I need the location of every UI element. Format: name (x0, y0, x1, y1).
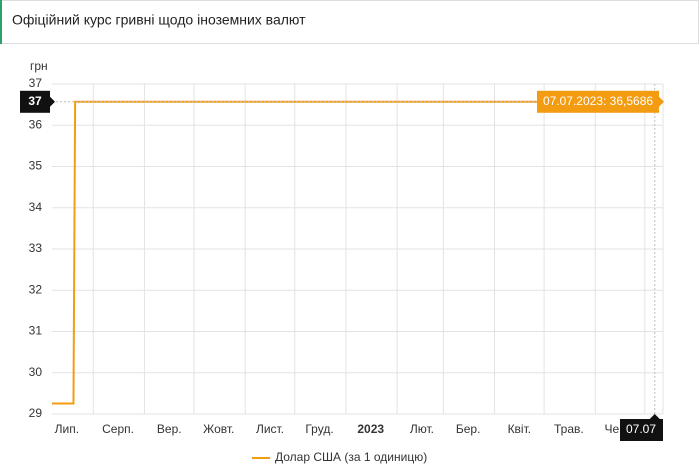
y-tick-label: 36 (29, 117, 43, 131)
legend-label: Долар США (за 1 одиницю) (275, 450, 427, 464)
y-crosshair-label: 37 (28, 94, 42, 108)
header-box (0, 0, 699, 44)
x-tick-label: Жовт. (203, 422, 234, 436)
tooltip-box (537, 90, 659, 113)
x-crosshair-box (620, 419, 663, 441)
x-tick-label: Груд. (305, 422, 333, 436)
x-crosshair-arrow (649, 414, 660, 419)
x-tick-label: Бер. (456, 422, 481, 436)
y-tick-label: 35 (29, 159, 43, 173)
x-tick-label: Лют. (410, 422, 434, 436)
x-tick-label: Вер. (157, 422, 182, 436)
x-tick-label: Трав. (554, 422, 584, 436)
x-tick-label: Серп. (102, 422, 134, 436)
y-crosshair-arrow (50, 96, 55, 107)
y-crosshair-box (20, 90, 50, 113)
chart-title: Офіційний курс гривні щодо іноземних вал… (12, 12, 306, 28)
data-line (52, 100, 655, 405)
y-axis-label: грн (30, 59, 48, 73)
y-tick-label: 34 (29, 200, 43, 214)
y-tick-label: 30 (29, 365, 43, 379)
y-tick-label: 37 (29, 76, 43, 90)
y-tick-label: 29 (29, 406, 43, 420)
tooltip-text: 07.07.2023: 36,5686 (543, 94, 653, 108)
y-tick-label: 32 (29, 282, 43, 296)
x-tick-label: Квіт. (508, 422, 532, 436)
y-tick-label: 33 (29, 241, 43, 255)
y-tick-label: 31 (29, 324, 43, 338)
tooltip-arrow (659, 96, 664, 107)
x-crosshair-label: 07.07 (626, 422, 656, 436)
x-tick-label: Лист. (256, 422, 284, 436)
x-tick-label: Лип. (55, 422, 79, 436)
header-accent (0, 0, 2, 44)
x-tick-label: 2023 (357, 422, 384, 436)
